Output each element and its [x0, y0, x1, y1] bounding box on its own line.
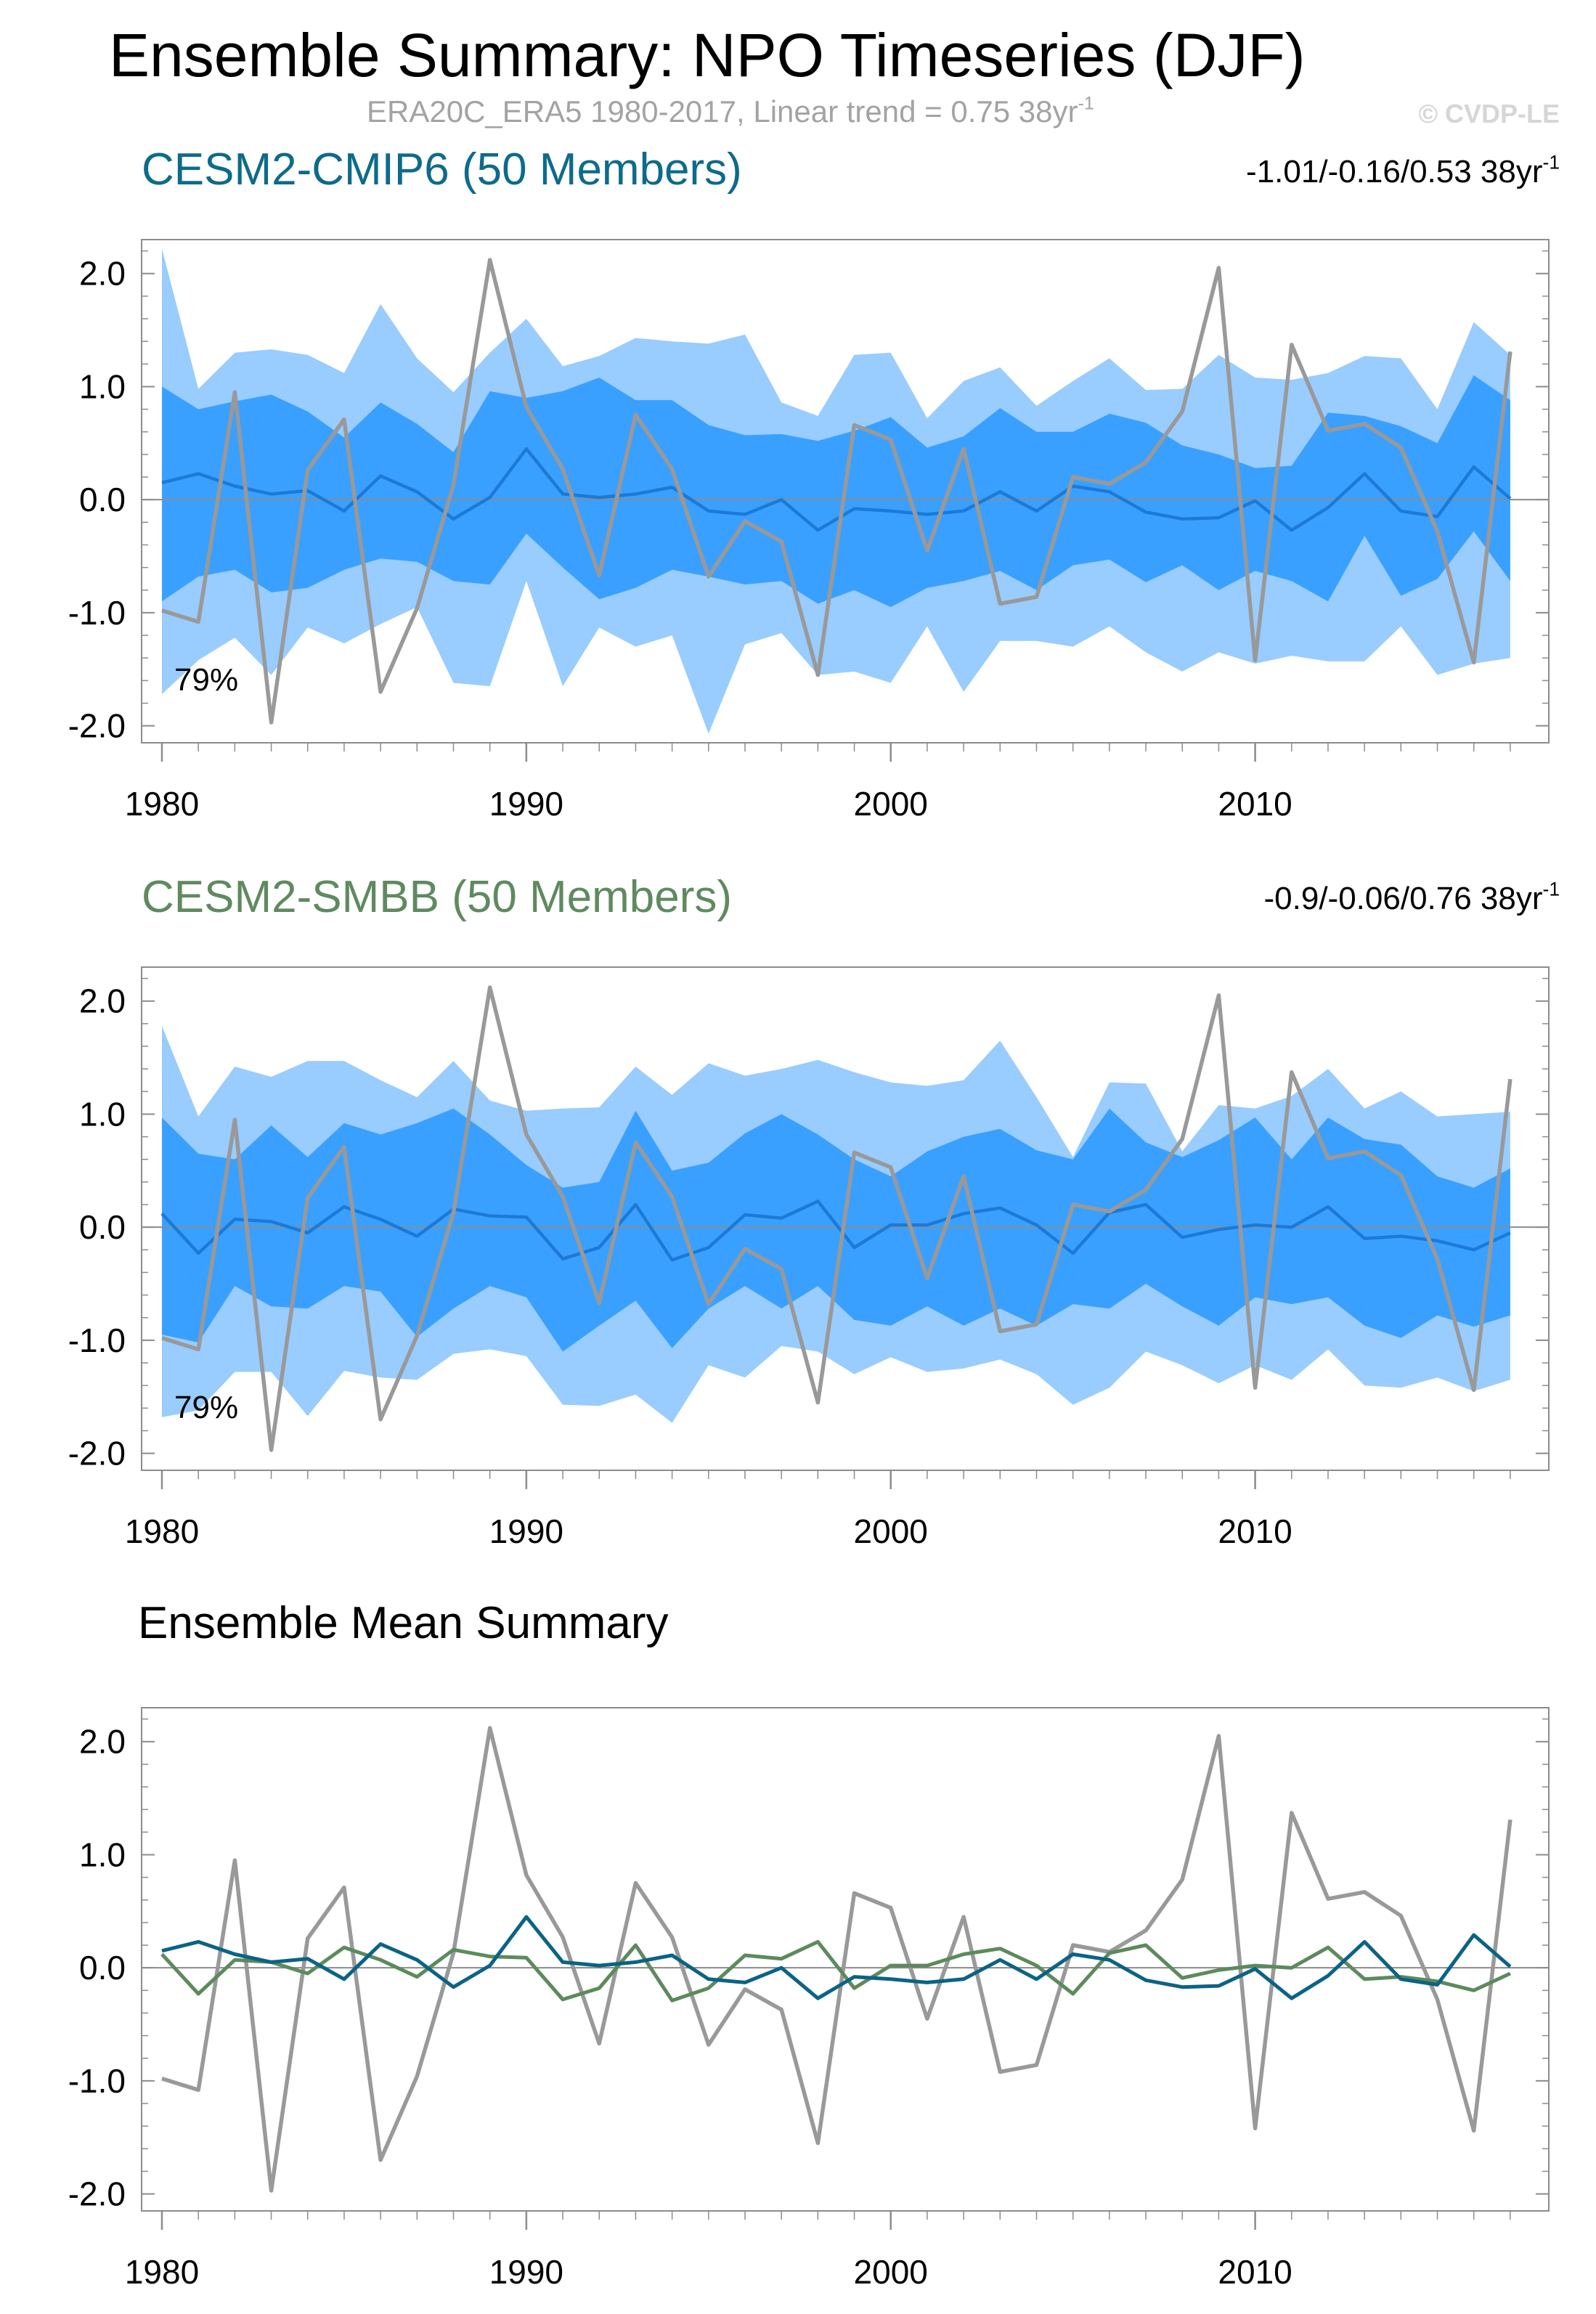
panel2-trend-superscript: -1	[1542, 878, 1560, 900]
panel3-ytick-label: 2.0	[79, 1723, 126, 1761]
panel2-xtick-label: 1980	[125, 1512, 199, 1550]
panel3-ytick-label: -1.0	[68, 2062, 126, 2100]
panel1-ytick-label: -2.0	[68, 707, 126, 745]
panel1-observation-line	[161, 258, 1512, 725]
panel1-chart: 79% 2.0 1.0 0.0 -1.0 -2.0 1980 1990 2000 2010	[68, 239, 1550, 823]
panel2-ytick-label: -1.0	[68, 1321, 126, 1359]
panel1-trend-text: -1.01/-0.16/0.53 38yr	[1246, 154, 1543, 190]
panel3-title: Ensemble Mean Summary	[138, 1598, 669, 1648]
panel1-xtick-label: 1990	[489, 785, 563, 823]
observation-subtitle-superscript: -1	[1078, 93, 1094, 114]
panel3-xtick-label: 2000	[854, 2253, 928, 2291]
panel2-inner-band	[162, 1108, 1510, 1352]
panel1-title: CESM2-CMIP6 (50 Members)	[142, 144, 742, 195]
panel1-frame	[141, 239, 1550, 744]
panel3-ytick-label: 1.0	[79, 1836, 126, 1873]
panel2-ytick-label: 2.0	[79, 982, 126, 1020]
panel2-observation-line	[161, 985, 1512, 1452]
panel2-chart: 79% 2.0 1.0 0.0 -1.0 -2.0 1980 1990 2000 2010	[68, 966, 1550, 1550]
panel3-ytick-label: 0.0	[79, 1949, 126, 1987]
panel3-era20c-era5-line	[161, 1726, 1512, 2193]
panel2-xtick-label: 1990	[489, 1512, 563, 1550]
panel3-xtick-label: 1990	[489, 2253, 563, 2291]
panel1-ytick-label: -1.0	[68, 594, 126, 632]
panel2-ytick-label: -2.0	[68, 1435, 126, 1472]
panel3-cesm2-smbb-line	[160, 1939, 1511, 2003]
panel2-trend-text: -0.9/-0.06/0.76 38yr	[1263, 881, 1543, 916]
panel1-trend-superscript: -1	[1542, 151, 1560, 174]
panel1-ytick-label: 2.0	[79, 255, 126, 293]
panel1-xtick-label: 2010	[1218, 785, 1292, 823]
panel1-ensemble-mean-line	[161, 447, 1512, 532]
panel2-ensemble-mean-line	[160, 1199, 1511, 1262]
panel2-trend-label: -0.9/-0.06/0.76 38yr-1	[1263, 878, 1560, 917]
panel1-ytick-label: 1.0	[79, 367, 126, 405]
panel2-xtick-label: 2000	[854, 1512, 928, 1550]
panel3-xtick-label: 2010	[1218, 2253, 1292, 2291]
panel1-xtick-label: 1980	[125, 785, 199, 823]
main-title: Ensemble Summary: NPO Timeseries (DJF)	[109, 21, 1306, 89]
observation-subtitle-text: ERA20C_ERA5 1980-2017, Linear trend = 0.…	[367, 94, 1078, 129]
panel2-ytick-label: 0.0	[79, 1208, 126, 1246]
panel2-title: CESM2-SMBB (50 Members)	[142, 872, 733, 922]
panel2-xtick-label: 2010	[1218, 1512, 1292, 1550]
panel3-ytick-label: -2.0	[68, 2175, 126, 2213]
panel1-percent-annotation: 79%	[174, 662, 238, 698]
panel3-cesm2-cmip6-line	[161, 1915, 1512, 2000]
panel3-frame	[141, 1707, 1550, 2212]
observation-subtitle: ERA20C_ERA5 1980-2017, Linear trend = 0.…	[367, 94, 1094, 129]
panel1-trend-label: -1.01/-0.16/0.53 38yr-1	[1246, 151, 1560, 190]
panel1-ytick-label: 0.0	[79, 481, 126, 518]
copyright-label: © CVDP-LE	[1418, 99, 1560, 129]
panel3-xtick-label: 1980	[125, 2253, 199, 2291]
panel1-inner-band	[162, 375, 1510, 608]
panel2-ytick-label: 1.0	[79, 1095, 126, 1133]
panel2-frame	[141, 966, 1550, 1471]
panel3-chart: 2.0 1.0 0.0 -1.0 -2.0 1980 1990 2000 2010	[68, 1707, 1550, 2291]
panel2-percent-annotation: 79%	[174, 1390, 238, 1425]
panel1-xtick-label: 2000	[854, 785, 928, 823]
